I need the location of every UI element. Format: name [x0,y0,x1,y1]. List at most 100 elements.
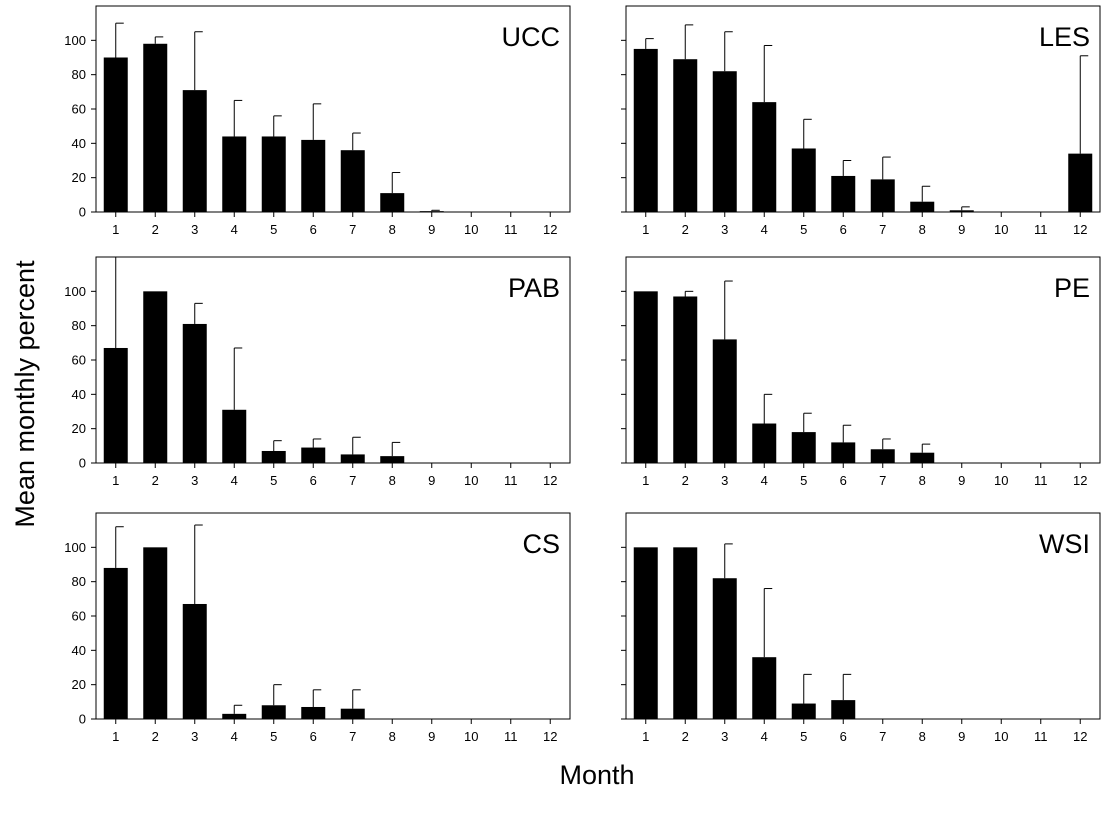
bar-month-5 [791,703,816,719]
bar-month-5 [791,432,816,463]
bar-month-3 [182,603,207,719]
panel-title: CS [522,529,560,559]
bar-month-8 [910,201,935,212]
bar-month-6 [831,442,856,463]
y-tick-label: 100 [64,33,86,48]
x-tick-label: 5 [270,729,277,744]
x-tick-label: 12 [1073,222,1087,237]
x-tick-label: 2 [152,222,159,237]
bar-month-1 [633,291,658,463]
bar-month-3 [182,90,207,212]
y-axis-title: Mean monthly percent [10,260,40,528]
x-tick-label: 4 [761,473,768,488]
x-tick-label: 2 [682,222,689,237]
x-tick-label: 11 [1034,222,1048,237]
bar-month-4 [222,136,247,212]
bar-month-3 [182,323,207,463]
x-tick-label: 11 [504,222,518,237]
y-tick-label: 60 [72,102,86,117]
x-tick-label: 9 [428,222,435,237]
x-tick-label: 10 [464,222,478,237]
bar-month-6 [831,175,856,212]
x-tick-label: 12 [543,473,557,488]
panel-title: PAB [508,273,560,303]
x-tick-label: 3 [721,473,728,488]
x-tick-label: 12 [1073,729,1087,744]
bar-month-9 [949,210,974,212]
bar-month-1 [633,547,658,719]
x-tick-label: 4 [761,222,768,237]
panel-title: LES [1039,22,1090,52]
x-tick-label: 3 [721,222,728,237]
x-tick-label: 10 [464,473,478,488]
y-tick-label: 80 [72,574,86,589]
bar-month-8 [910,452,935,463]
x-tick-label: 7 [349,473,356,488]
bar-month-2 [673,547,698,719]
panel-title: PE [1054,273,1090,303]
x-tick-label: 5 [800,729,807,744]
x-tick-label: 7 [349,729,356,744]
x-tick-label: 1 [112,222,119,237]
x-tick-label: 9 [428,729,435,744]
x-tick-label: 6 [310,222,317,237]
x-tick-label: 2 [682,473,689,488]
y-tick-label: 100 [64,540,86,555]
bar-month-7 [340,454,365,463]
bar-month-8 [380,193,405,212]
x-tick-label: 6 [840,729,847,744]
x-tick-label: 2 [152,473,159,488]
y-tick-label: 60 [72,353,86,368]
bar-month-2 [143,43,168,213]
bar-month-1 [103,57,128,212]
bar-month-6 [831,700,856,719]
x-tick-label: 5 [800,473,807,488]
x-tick-label: 1 [642,729,649,744]
x-tick-label: 11 [1034,729,1048,744]
x-tick-label: 4 [231,729,238,744]
x-tick-label: 5 [270,473,277,488]
bar-month-1 [633,48,658,212]
bar-month-4 [222,713,247,719]
y-tick-label: 0 [79,205,86,220]
x-tick-label: 11 [1034,473,1048,488]
bar-month-2 [673,296,698,463]
x-tick-label: 2 [152,729,159,744]
y-tick-label: 20 [72,421,86,436]
x-tick-label: 10 [994,729,1008,744]
x-tick-label: 2 [682,729,689,744]
bar-month-6 [301,139,326,212]
bar-month-9 [419,211,444,212]
panel-title: UCC [502,22,561,52]
x-tick-label: 10 [994,222,1008,237]
y-tick-label: 40 [72,387,86,402]
x-tick-label: 4 [761,729,768,744]
x-tick-label: 1 [642,473,649,488]
x-tick-label: 3 [721,729,728,744]
bar-month-3 [712,578,737,719]
x-tick-label: 7 [879,473,886,488]
bar-month-5 [261,450,286,463]
bar-month-5 [261,705,286,719]
x-tick-label: 12 [1073,473,1087,488]
x-tick-label: 6 [840,473,847,488]
x-tick-label: 7 [879,222,886,237]
y-tick-label: 80 [72,67,86,82]
y-tick-label: 0 [79,456,86,471]
bar-month-7 [870,179,895,212]
x-tick-label: 9 [958,473,965,488]
x-tick-label: 10 [464,729,478,744]
bar-month-12 [1068,153,1093,212]
x-tick-label: 10 [994,473,1008,488]
bar-month-3 [712,71,737,212]
x-axis-title: Month [559,760,634,790]
bar-month-6 [301,706,326,719]
bar-month-7 [340,150,365,212]
x-tick-label: 8 [919,222,926,237]
bar-month-4 [752,423,777,463]
